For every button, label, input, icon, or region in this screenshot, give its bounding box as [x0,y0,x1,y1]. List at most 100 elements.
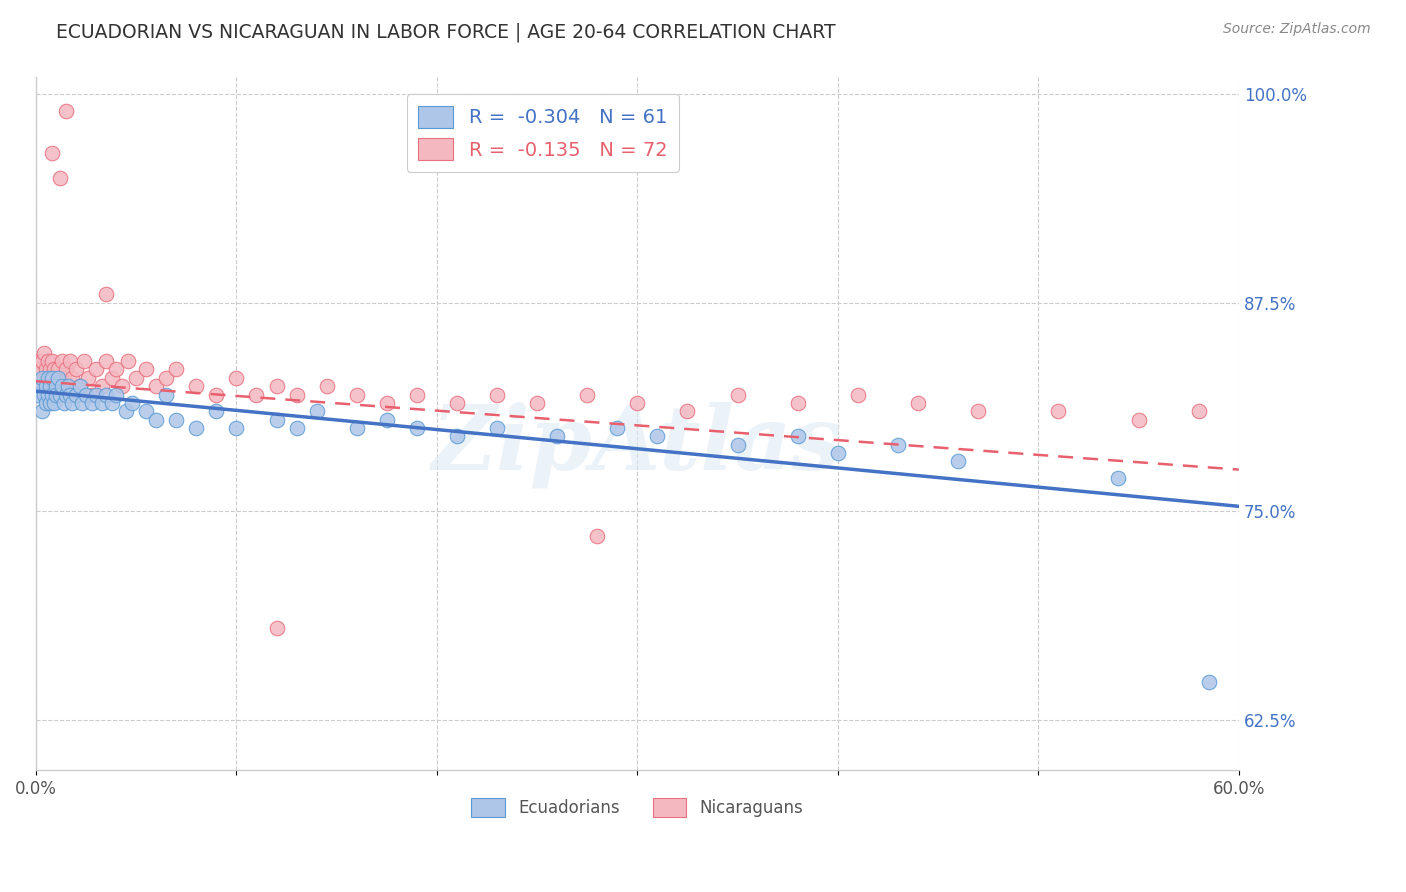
Point [907,396,929,410]
Point [80,387,103,401]
Point [786,429,808,443]
Point [41,371,63,385]
Point [405,387,427,401]
Point [56,379,79,393]
Point [70,396,93,410]
Point [46,362,69,376]
Point [39,362,62,376]
Text: Source: ZipAtlas.com: Source: ZipAtlas.com [1223,22,1371,37]
Point [405,421,427,435]
Point [111,379,134,393]
Point [375,412,398,426]
Point [31,379,53,393]
Point [205,387,228,401]
Point [37,371,59,385]
Point [46,371,69,385]
Point [827,446,849,460]
Point [676,404,699,418]
Point [31,371,53,385]
Point [186,421,208,435]
Point [887,437,910,451]
Text: ECUADORIAN VS NICARAGUAN IN LABOR FORCE | AGE 20-64 CORRELATION CHART: ECUADORIAN VS NICARAGUAN IN LABOR FORCE … [56,22,835,42]
Point [546,429,568,443]
Point [35,379,58,393]
Point [65,362,87,376]
Point [266,621,288,635]
Point [727,437,749,451]
Point [42,396,65,410]
Point [266,412,288,426]
Point [626,396,648,410]
Legend: Ecuadorians, Nicaraguans: Ecuadorians, Nicaraguans [464,791,810,824]
Point [101,396,124,410]
Point [41,145,63,160]
Point [105,387,128,401]
Point [155,371,177,385]
Point [786,396,808,410]
Point [51,379,73,393]
Point [576,387,599,401]
Point [135,362,157,376]
Point [56,379,79,393]
Point [967,404,990,418]
Point [84,362,107,376]
Point [27,354,49,368]
Point [186,379,208,393]
Point [59,387,82,401]
Point [28,362,51,376]
Point [53,371,76,385]
Point [125,371,148,385]
Point [42,362,65,376]
Point [55,103,77,118]
Point [225,421,247,435]
Point [647,429,669,443]
Point [49,379,72,393]
Point [205,404,228,418]
Point [55,387,77,401]
Point [165,362,187,376]
Point [77,371,100,385]
Point [727,387,749,401]
Point [91,396,114,410]
Point [155,387,177,401]
Point [80,396,103,410]
Point [37,371,59,385]
Point [55,362,77,376]
Point [75,387,97,401]
Point [285,387,308,401]
Point [65,387,87,401]
Point [31,354,53,368]
Point [101,371,124,385]
Point [73,354,96,368]
Point [35,396,58,410]
Point [35,387,58,401]
Point [1047,404,1070,418]
Point [45,387,67,401]
Point [94,354,117,368]
Point [346,421,368,435]
Point [37,354,59,368]
Point [115,404,138,418]
Point [32,346,55,360]
Point [37,387,59,401]
Point [1198,674,1220,689]
Text: ZipAtlas: ZipAtlas [432,401,842,488]
Point [135,404,157,418]
Point [60,396,83,410]
Point [41,387,63,401]
Point [39,379,62,393]
Point [846,387,869,401]
Point [31,404,53,418]
Point [121,396,143,410]
Point [245,387,267,401]
Point [51,354,73,368]
Point [446,429,468,443]
Point [35,362,58,376]
Point [41,354,63,368]
Point [486,421,509,435]
Point [145,379,167,393]
Point [586,529,609,543]
Point [59,354,82,368]
Point [165,412,187,426]
Point [69,379,91,393]
